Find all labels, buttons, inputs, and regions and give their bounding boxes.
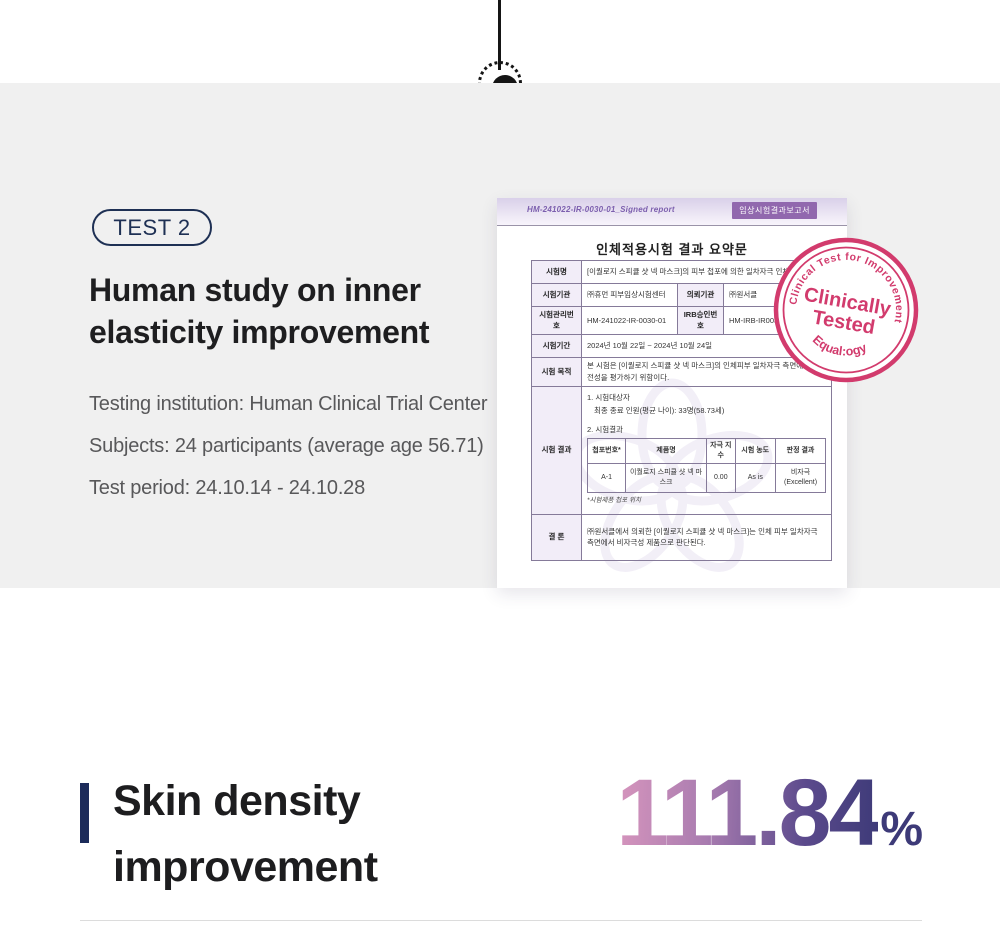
result-inner-table: 첩포번호* 제품명 자극 지수 시험 농도 판정 결과 A-1 이퀄로지 스피큘… xyxy=(586,438,827,493)
inner-cell: 이퀄로지 스피큘 샷 넥 마스크 xyxy=(625,462,707,493)
clinically-tested-stamp-icon: Clinical Test for Improvement Clinically… xyxy=(773,237,919,383)
document-title: 인체적용시험 결과 요약문 xyxy=(596,242,748,257)
inner-header: 첩포번호* xyxy=(586,438,627,464)
row-label: 결 론 xyxy=(531,513,582,561)
result-number: 111.84 xyxy=(616,760,881,866)
row-label: 시험 결과 xyxy=(531,385,582,515)
result-item1-body: 최종 종료 인원(평균 나이): 33명(58.73세) xyxy=(594,405,725,415)
inner-cell: 비자극 (Excellent) xyxy=(775,462,827,493)
test-badge-label: TEST 2 xyxy=(113,214,191,240)
row-value: HM-241022-IR-0030-01 xyxy=(581,306,678,335)
detail-period: Test period: 24.10.14 - 24.10.28 xyxy=(89,477,366,499)
test-section: TEST 2 Human study on inner elasticity i… xyxy=(0,83,1000,588)
result-heading-line2: improvement xyxy=(113,843,378,891)
test-number-badge: TEST 2 xyxy=(92,209,212,246)
clinical-report-document: HM-241022-IR-0030-01_Signed report 임상시험결… xyxy=(497,198,847,588)
result-footnote: *시험제품 첩포 위치 xyxy=(587,496,641,504)
row-label: 의뢰기관 xyxy=(677,283,724,307)
inner-header: 판정 결과 xyxy=(775,438,827,464)
test-heading-line1: Human study on inner xyxy=(89,272,421,308)
row-label: 시험 목적 xyxy=(531,356,582,387)
result-heading: Skin density improvement xyxy=(113,768,378,900)
row-value: ㈜휴먼 피부임상시험센터 xyxy=(581,283,678,307)
detail-institution: Testing institution: Human Clinical Tria… xyxy=(89,393,488,415)
test-heading: Human study on inner elasticity improvem… xyxy=(89,269,430,353)
result-accent-bar xyxy=(80,783,89,843)
report-summary-table: 시험명 [이퀄로지 스피큘 샷 넥 마스크]의 피부 첩포에 의한 일차자극 인… xyxy=(531,260,833,561)
inner-cell: As is xyxy=(734,462,777,493)
result-item1-title: 1. 시험대상자 xyxy=(587,392,630,402)
inner-header: 제품명 xyxy=(625,438,707,464)
inner-header: 시험 농도 xyxy=(734,438,777,464)
table-row: 시험 목적 본 시험은 [이퀄로지 스피큘 샷 넥 마스크]의 인체피부 일차자… xyxy=(531,356,833,387)
inner-header-row: 첩포번호* 제품명 자극 지수 시험 농도 판정 결과 xyxy=(586,438,827,464)
row-label: 시험기간 xyxy=(531,333,582,358)
table-row: 시험명 [이퀄로지 스피큘 샷 넥 마스크]의 피부 첩포에 의한 일차자극 인… xyxy=(531,260,833,284)
test-details: Testing institution: Human Clinical Tria… xyxy=(89,383,488,509)
inner-data-row: A-1 이퀄로지 스피큘 샷 넥 마스크 0.00 As is 비자극 (Exc… xyxy=(586,462,827,493)
table-row-result: 시험 결과 1. 시험대상자 최종 종료 인원(평균 나이): 33명(58.7… xyxy=(531,385,833,515)
document-type-badge: 임상시험결과보고서 xyxy=(732,202,817,219)
bottom-divider xyxy=(80,920,922,921)
result-unit: % xyxy=(880,803,923,856)
row-label: 시험기관 xyxy=(531,283,582,307)
result-item2-title: 2. 시험결과 xyxy=(587,425,623,434)
detail-subjects: Subjects: 24 participants (average age 5… xyxy=(89,435,484,457)
result-value: 111.84 % xyxy=(616,760,923,866)
row-label: IRB승인번호 xyxy=(677,306,724,335)
result-heading-line1: Skin density xyxy=(113,777,361,825)
inner-cell: A-1 xyxy=(586,462,627,493)
test-heading-line2: elasticity improvement xyxy=(89,314,430,350)
conclusion-text: ㈜원서클에서 의뢰한 [이퀄로지 스피큘 샷 넥 마스크]는 인체 피부 일차자… xyxy=(580,513,833,561)
table-row-conclusion: 결 론 ㈜원서클에서 의뢰한 [이퀄로지 스피큘 샷 넥 마스크]는 인체 피부… xyxy=(531,513,833,561)
row-label: 시험명 xyxy=(531,260,582,284)
timeline-line xyxy=(498,0,501,70)
row-label: 시험관리번호 xyxy=(531,306,582,335)
result-cell: 1. 시험대상자 최종 종료 인원(평균 나이): 33명(58.73세) 2.… xyxy=(580,385,833,515)
inner-cell: 0.00 xyxy=(706,462,736,493)
document-reference-number: HM-241022-IR-0030-01_Signed report xyxy=(527,205,675,214)
inner-header: 자극 지수 xyxy=(706,438,736,464)
